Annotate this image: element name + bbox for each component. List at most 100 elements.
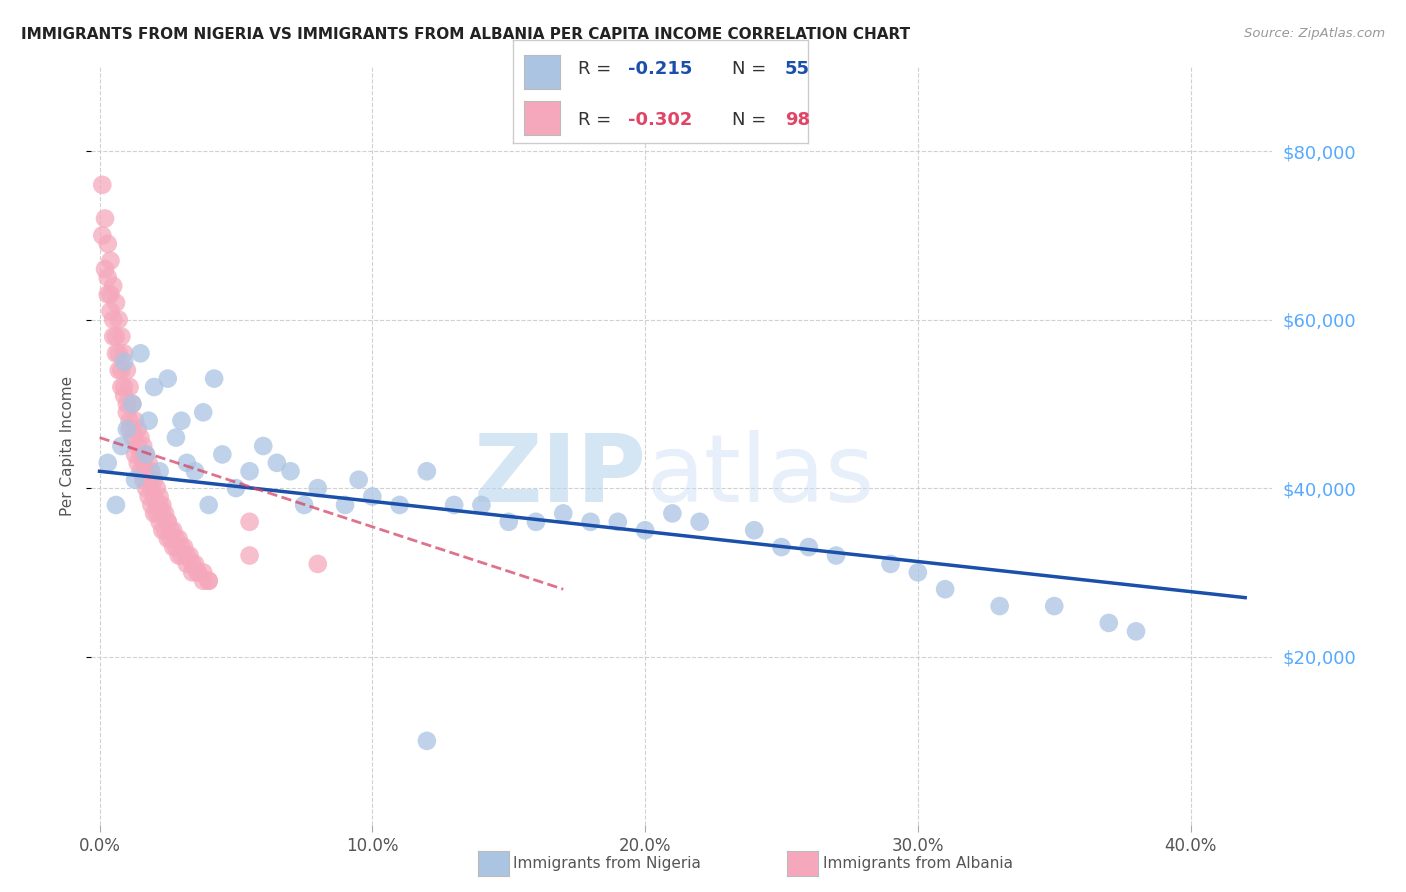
Point xyxy=(184,464,207,478)
Point xyxy=(176,549,198,563)
Point xyxy=(193,405,215,419)
Point xyxy=(115,363,138,377)
Point xyxy=(498,515,520,529)
Text: N =: N = xyxy=(731,60,772,78)
Point xyxy=(333,498,356,512)
Point xyxy=(150,507,173,521)
Point xyxy=(143,473,166,487)
Point xyxy=(148,464,170,478)
Point xyxy=(91,178,114,192)
Point xyxy=(148,498,170,512)
Point xyxy=(97,456,120,470)
Text: -0.215: -0.215 xyxy=(628,60,693,78)
Text: R =: R = xyxy=(578,112,617,129)
Point xyxy=(170,414,193,428)
Point xyxy=(193,574,215,588)
Point xyxy=(150,523,173,537)
Point xyxy=(153,507,176,521)
Point xyxy=(110,363,132,377)
Point xyxy=(1098,615,1121,630)
Text: Immigrants from Nigeria: Immigrants from Nigeria xyxy=(513,856,702,871)
Point xyxy=(104,329,127,343)
Point xyxy=(129,346,152,360)
Point xyxy=(135,447,157,461)
Point xyxy=(141,498,163,512)
Point xyxy=(112,355,135,369)
Point xyxy=(100,287,122,301)
Point xyxy=(100,253,122,268)
Point xyxy=(181,557,204,571)
Point xyxy=(148,515,170,529)
Point xyxy=(579,515,602,529)
Point xyxy=(118,414,141,428)
Point xyxy=(153,523,176,537)
Point xyxy=(112,346,135,360)
Point xyxy=(443,498,465,512)
Point xyxy=(280,464,302,478)
Point xyxy=(176,456,198,470)
Point xyxy=(165,431,187,445)
Point xyxy=(118,380,141,394)
Point xyxy=(110,329,132,343)
Point xyxy=(347,473,370,487)
Point xyxy=(124,473,146,487)
Point xyxy=(1125,624,1147,639)
Point xyxy=(239,464,262,478)
Point xyxy=(156,515,179,529)
Point xyxy=(107,346,129,360)
Point xyxy=(129,447,152,461)
Text: ZIP: ZIP xyxy=(474,430,647,523)
Point xyxy=(181,566,204,580)
Point xyxy=(143,380,166,394)
Point xyxy=(121,422,143,436)
Point xyxy=(97,236,120,251)
Point xyxy=(103,312,125,326)
Point xyxy=(907,566,929,580)
Point xyxy=(132,439,155,453)
Point xyxy=(156,371,179,385)
Point xyxy=(135,447,157,461)
Point xyxy=(879,557,901,571)
Point xyxy=(132,456,155,470)
Point xyxy=(107,363,129,377)
Text: -0.302: -0.302 xyxy=(628,112,693,129)
Point xyxy=(176,557,198,571)
Point xyxy=(124,431,146,445)
Point xyxy=(470,498,492,512)
Point xyxy=(146,481,169,495)
Point xyxy=(416,734,439,748)
Point xyxy=(127,439,149,453)
Point xyxy=(252,439,274,453)
Point xyxy=(553,507,575,521)
Point xyxy=(197,574,219,588)
Point xyxy=(239,515,262,529)
Point xyxy=(187,566,209,580)
Point xyxy=(211,447,233,461)
Point xyxy=(143,507,166,521)
Point xyxy=(307,481,329,495)
Text: 55: 55 xyxy=(785,60,810,78)
Point xyxy=(138,456,160,470)
Point xyxy=(292,498,315,512)
Point xyxy=(141,464,163,478)
Point xyxy=(173,540,195,554)
Point xyxy=(112,380,135,394)
Point xyxy=(94,211,117,226)
Point xyxy=(94,262,117,277)
Text: R =: R = xyxy=(578,60,617,78)
Point xyxy=(135,464,157,478)
Point xyxy=(121,397,143,411)
Point xyxy=(121,431,143,445)
Point xyxy=(361,490,384,504)
Point xyxy=(146,498,169,512)
Point xyxy=(91,228,114,243)
Point xyxy=(146,507,169,521)
Point xyxy=(104,295,127,310)
Point xyxy=(124,447,146,461)
Point xyxy=(141,481,163,495)
Point xyxy=(689,515,711,529)
Point xyxy=(110,380,132,394)
Point xyxy=(159,523,181,537)
Point xyxy=(416,464,439,478)
Point xyxy=(661,507,683,521)
